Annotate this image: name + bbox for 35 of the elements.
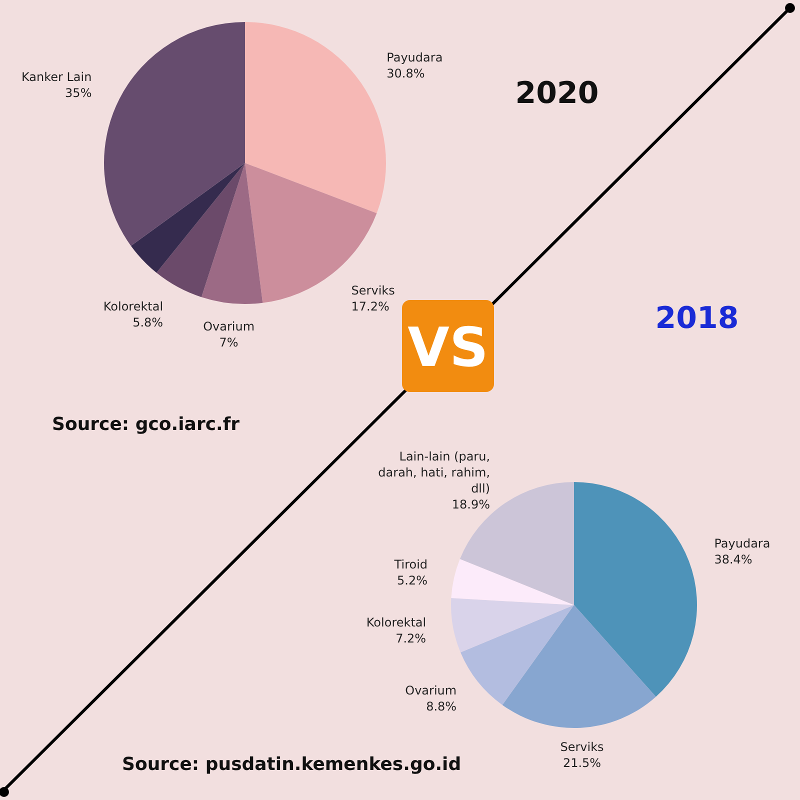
data-label: 21.5% [562, 756, 602, 770]
data-label: 18.9% [452, 498, 490, 512]
pie-slice [245, 22, 386, 214]
slice-label: Lain-lain (paru, darah, hati, rahim, dll) [378, 450, 490, 496]
source-note: Source: pusdatin.kemenkes.go.id [122, 754, 462, 775]
slice-label: Serviks [560, 740, 604, 754]
data-label: 5.2% [397, 573, 428, 588]
data-label: 30.8% [386, 66, 425, 80]
pie-slice [451, 598, 574, 652]
slice-label: Serviks [351, 283, 395, 298]
pie-slice [574, 482, 697, 697]
data-label: 7.2% [396, 631, 426, 646]
pie-slice [460, 605, 574, 705]
data-label: 7% [219, 335, 238, 350]
pie-slice [201, 163, 263, 304]
slice-label: Kanker Lain [21, 70, 92, 84]
pie-slice [451, 559, 574, 605]
slice-label: Payudara [714, 536, 770, 551]
data-label: 17.2% [351, 299, 390, 314]
slice-label: Payudara [386, 50, 443, 64]
slice-label: Tiroid [393, 557, 428, 572]
data-label: 35% [65, 86, 92, 100]
data-label: 8.8% [426, 699, 457, 714]
data-label: 38.4% [714, 552, 752, 567]
slice-label: Kolorektal [366, 615, 426, 630]
pie-slice [130, 163, 245, 273]
vs-badge: VS [402, 300, 494, 392]
data-label: 5.8% [132, 315, 164, 330]
slice-label: Ovarium [203, 319, 255, 334]
text: 2020 [515, 76, 599, 111]
chart-title: 2018 [655, 301, 739, 336]
slice-label: Ovarium [405, 683, 457, 698]
source-note: Source: gco.iarc.fr [52, 414, 240, 435]
pie-slice [502, 605, 656, 728]
slice-label: Kolorektal [103, 299, 164, 314]
